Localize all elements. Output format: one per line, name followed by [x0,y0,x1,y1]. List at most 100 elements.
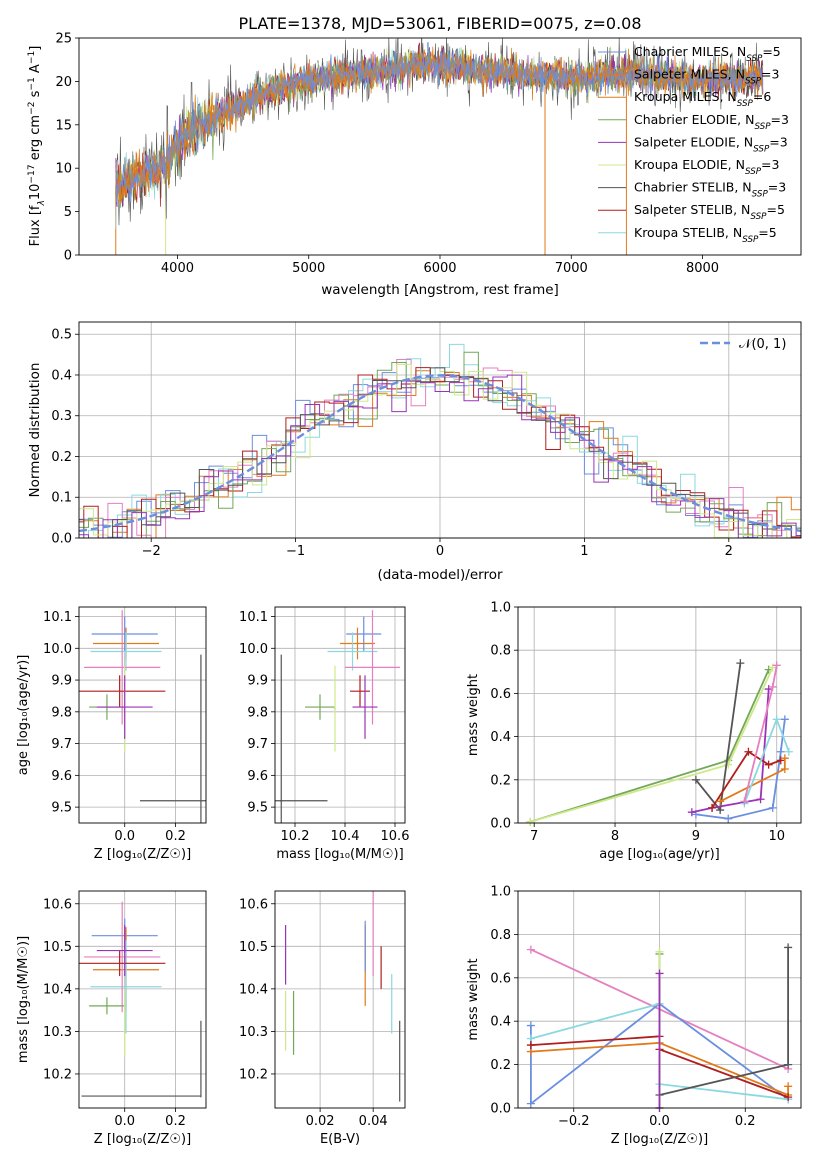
weight-point-marker [780,765,789,773]
legend-entry-part: SSP [746,54,763,64]
weight-point-marker [716,797,725,806]
legend-entry-part: =3 [771,112,789,127]
spectrum-series-line [115,38,764,226]
weight-point-marker [784,1093,793,1102]
weight-point-marker [756,795,765,804]
legend-entry-part: Kroupa MILES, N [634,89,737,104]
y-tick-label: 0.6 [490,971,511,986]
x-tick-label: 0.2 [165,829,186,844]
weight-point-marker [768,663,777,672]
errorbar-points [285,891,401,1102]
weight-point-marker [784,943,793,952]
x-tick-label: 7 [530,829,538,844]
y-axis-label-part: A [28,64,43,77]
axes-frame [517,890,802,1109]
x-axis-label: mass [log₁₀(M/M☉)] [276,847,403,862]
errorbar-points [79,610,206,823]
weight-point-marker [768,803,777,812]
axes-frame [274,606,406,824]
weight-point-marker [744,747,753,756]
legend-entry-part: =3 [761,67,779,82]
weight-point-marker [780,754,789,763]
x-tick-label: 8 [611,829,619,844]
y-tick-label: 0.0 [51,532,72,547]
spectrum-lines [115,38,764,255]
x-tick-label: 0.02 [306,1114,335,1129]
histogram-series [79,367,801,538]
panel-residuals: −2 −1 0 1 2 0.0 0.1 0.2 0.3 0.4 0.5 𝒩(0, 1) (data-mo… [27,321,802,583]
y-tick-label: 0.4 [51,368,72,383]
x-axis-label: Z [log₁₀(Z/Z☉)] [94,1132,191,1147]
legend-entry: Chabrier STELIB, NSSP=3 [634,180,786,200]
legend-entry-part: Salpeter ELODIE, N [634,134,753,149]
y-axis-label: Flux [fλ10−17 erg cm−2 s−1 A−1] [27,46,47,247]
x-tick-label: 0 [436,544,444,559]
y-tick-label: 10.0 [43,642,72,657]
y-tick-label: 10.2 [43,1067,72,1082]
y-tick-label: 25 [55,32,72,47]
gaussian-reference-line [79,374,801,533]
weight-point-marker [780,715,789,724]
y-axis-label-part: λ [37,200,47,206]
y-tick-label: 0.0 [490,817,511,832]
x-tick-label: 10.2 [281,829,310,844]
legend-entry-part: SSP [754,122,771,132]
axes-frame [78,890,207,1109]
y-tick-label: 5 [64,205,72,220]
legend-entry-part: =6 [753,89,771,104]
axes-frame [78,321,802,539]
weight-point-marker [708,803,717,812]
x-tick-label: −1 [286,544,305,559]
y-axis-label: Normed distribution [27,363,43,498]
y-tick-label: 9.5 [51,801,72,816]
legend-entry: Kroupa STELIB, NSSP=5 [634,225,777,245]
y-tick-label: 1.0 [490,885,511,900]
weight-point-marker [768,682,777,691]
x-tick-label: 6000 [423,261,456,276]
y-tick-label: 0.0 [490,1102,511,1117]
x-tick-label: 1 [580,544,588,559]
panel-mass-vs-z: 0.0 0.2 10.2 10.3 10.4 10.5 10.6 Z [log₁₀(Z/Z☉)… [16,890,207,1147]
x-tick-label: 0.04 [359,1114,388,1129]
y-axis-label-part: −1 [27,77,37,90]
legend-entry: Salpeter ELODIE, NSSP=3 [634,134,788,154]
x-tick-label: 7000 [555,261,588,276]
x-tick-label: −0.2 [558,1114,590,1129]
y-tick-label: 0.5 [51,328,72,343]
figure-title: PLATE=1378, MJD=53061, FIBERID=0075, z=0… [238,14,641,33]
histogram-series [79,374,801,538]
y-tick-label: 0.8 [490,644,511,659]
legend-entry-part: Chabrier STELIB, N [634,180,752,195]
panel-age-vs-mass: 10.2 10.4 10.6 9.5 9.6 9.7 9.8 9.9 10.0 10.1 mass … [239,606,409,862]
y-tick-label: 9.7 [51,737,72,752]
x-tick-label: 4000 [161,261,194,276]
legend-entry-part: =5 [758,225,776,240]
weight-lines [526,659,793,826]
legend-entry-part: SSP [737,99,754,109]
x-tick-label: 0.0 [114,1114,135,1129]
weight-point-marker [784,747,793,756]
spectrum-series-line [115,41,764,204]
y-tick-label: 9.6 [51,769,72,784]
x-axis-label: Z [log₁₀(Z/Z☉)] [94,847,191,862]
histogram-series [79,367,801,538]
y-axis-label-part: −17 [27,164,37,183]
weight-point-marker [724,814,733,823]
histogram-series [79,351,801,538]
y-axis-label: mass weight [466,674,481,756]
weight-point-marker [687,808,696,817]
legend-entry-part: =5 [766,202,784,217]
errorbar-points [79,901,202,1098]
y-tick-label: 9.9 [51,674,72,689]
y-tick-label: 15 [55,118,72,133]
y-tick-label: 10.4 [43,982,72,997]
y-tick-label: 10.1 [43,610,72,625]
y-tick-label: 9.6 [247,769,268,784]
legend-entry: Chabrier ELODIE, NSSP=3 [634,112,789,132]
legend-entry: Kroupa MILES, NSSP=6 [634,89,771,109]
histogram-series [79,370,801,538]
x-axis-label: wavelength [Angstrom, rest frame] [321,282,559,298]
x-axis-label: (data-model)/error [377,567,503,583]
weight-point-marker [526,817,535,826]
